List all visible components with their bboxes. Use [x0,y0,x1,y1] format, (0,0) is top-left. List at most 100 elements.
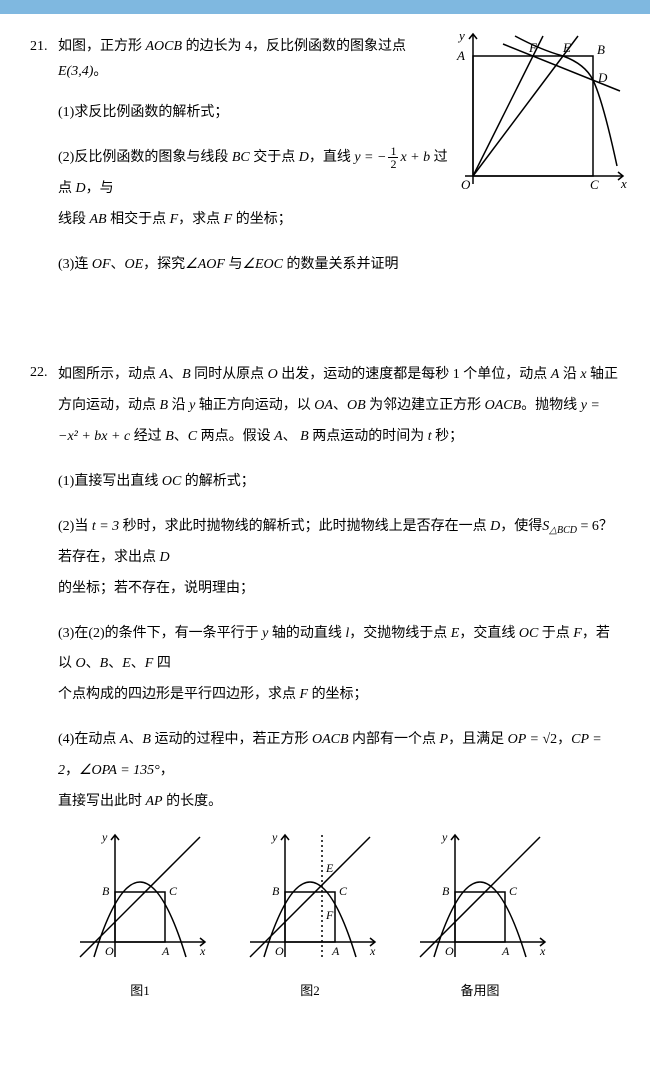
t: 、 [283,429,297,444]
text: 、 [111,257,125,272]
var: AB [90,212,107,227]
svg-text:B: B [102,884,110,898]
svg-text:x: x [539,944,546,958]
svg-text:O: O [105,944,114,958]
fraction: 12 [388,145,398,170]
t: 、 [168,367,182,382]
text: 如图，正方形 [58,39,146,54]
t: 沿 [172,398,190,413]
svg-text:O: O [445,944,454,958]
fig1-label: 图1 [70,979,210,1002]
q21-diagram: A B C O E F D x y [445,26,630,200]
t: ， [65,763,79,778]
t: 如图所示，动点 [58,367,160,382]
v: B [142,732,151,747]
eq: y = − [354,150,386,165]
q21-part2: (2)反比例函数的图象与线段 BC 交于点 D，直线 y = −12x + b … [58,143,448,235]
v: D [490,519,500,534]
v: B [160,398,169,413]
t: 于点 [538,626,573,641]
q22-number: 22. [30,360,58,385]
v: ∠OPA = 135° [79,763,160,778]
v: B [165,429,174,444]
t: 、 [108,656,122,671]
t: 经过 [130,429,165,444]
t: 运动的过程中，若正方形 [151,732,312,747]
t: 、 [174,429,188,444]
v: OC [162,474,181,489]
svg-text:A: A [501,944,510,958]
t: 、 [131,656,145,671]
denominator: 2 [388,158,398,170]
svg-text:C: C [169,884,178,898]
svg-text:y: y [271,830,278,844]
eq: x + b [400,150,430,165]
t: 、 [86,656,100,671]
v: √2 [542,732,557,747]
svg-text:A: A [161,944,170,958]
var: ∠AOF [185,257,225,272]
t: 个点构成的四边形是平行四边形，求点 [58,687,300,702]
svg-text:y: y [101,830,108,844]
t: (4)在动点 [58,732,120,747]
svg-text:F: F [325,908,334,922]
fig3-label: 备用图 [410,979,550,1002]
t: 内部有一个点 [349,732,440,747]
t: 的坐标；若不存在，说明理由； [58,581,254,596]
problem-22: 22. 如图所示，动点 A、B 同时从原点 O 出发，运动的速度都是每秒 1 个… [30,360,620,1002]
v: t = 3 [92,519,119,534]
svg-text:C: C [509,884,518,898]
v: B [182,367,191,382]
svg-text:E: E [325,861,334,875]
var: AOCB [146,39,183,54]
t: 的长度。 [163,794,223,809]
svg-text:C: C [339,884,348,898]
t: (3)在(2)的条件下，有一条平行于 [58,626,262,641]
svg-text:O: O [275,944,284,958]
var: OE [125,257,144,272]
label-C: C [590,177,599,191]
q22-part1: (1)直接写出直线 OC 的解析式； [58,467,620,498]
svg-text:A: A [331,944,340,958]
var: D [299,150,309,165]
v: F [300,687,309,702]
var: ∠EOC [242,257,283,272]
v: OP = [508,732,543,747]
v: = 6 [577,519,599,534]
page-content: 21. 如图，正方形 AOCB 的边长为 4，反比例函数的图象过点 E(3,4)… [0,14,650,1082]
text: (1)求反比例函数的解析式； [58,105,228,120]
fig2-label: 图2 [240,979,380,1002]
var: D [76,181,86,196]
t: 轴正方向运动，以 [195,398,314,413]
text: ，探究 [143,257,185,272]
v: B [300,429,309,444]
text: ，直线 [309,150,355,165]
t: 为邻边建立正方形 [366,398,485,413]
t: 两点。假设 [197,429,274,444]
q21-number: 21. [30,34,58,59]
label-O: O [461,177,471,191]
label-x: x [620,176,627,191]
v: OACB [312,732,349,747]
problem-21: 21. 如图，正方形 AOCB 的边长为 4，反比例函数的图象过点 E(3,4)… [30,34,620,280]
v: OA [314,398,333,413]
t: 同时从原点 [191,367,268,382]
text: 与 [225,257,243,272]
t: 直接写出此时 [58,794,146,809]
label-F: F [528,40,538,55]
v: A [274,429,283,444]
v: OACB [485,398,522,413]
v: D [160,550,170,565]
label-y: y [457,28,465,43]
text: (2)反比例函数的图象与线段 [58,150,232,165]
t: ，且满足 [448,732,508,747]
q22-part4: (4)在动点 A、B 运动的过程中，若正方形 OACB 内部有一个点 P，且满足… [58,725,620,817]
t: 。抛物线 [521,398,581,413]
q22-part2: (2)当 t = 3 秒时，求此时抛物线的解析式；此时抛物线上是否存在一点 D，… [58,512,620,605]
t: 四 [153,656,171,671]
t: (1)直接写出直线 [58,474,162,489]
text: 的数量关系并证明 [283,257,399,272]
label-B: B [597,42,605,57]
text: 。 [93,64,107,79]
v: AP [146,794,163,809]
